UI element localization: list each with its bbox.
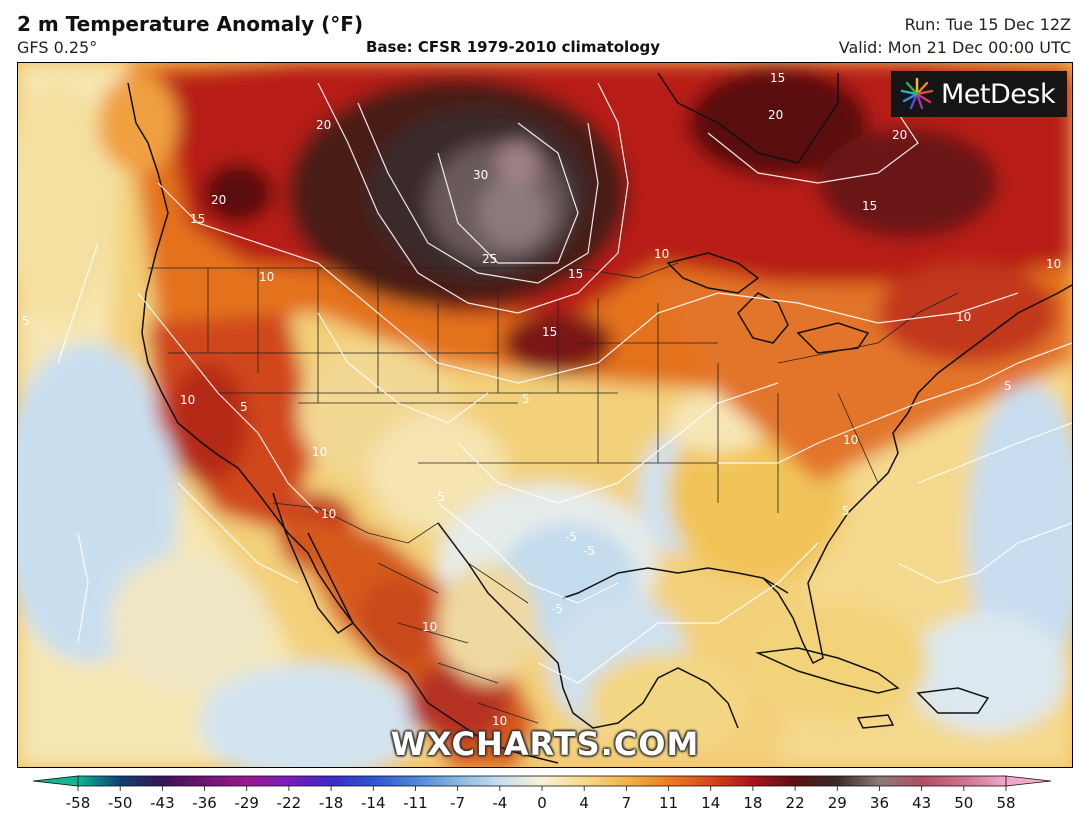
contour-label: 5 <box>842 504 850 518</box>
contour-label: 5 <box>1004 379 1012 393</box>
contour-label: 10 <box>492 714 507 728</box>
run-time-label: Run: Tue 15 Dec 12Z <box>904 15 1071 34</box>
contour-label: 20 <box>892 128 907 142</box>
contour-label: 15 <box>770 71 785 85</box>
contour-label: -5 <box>433 490 445 504</box>
colorbar-gradient <box>32 775 1052 787</box>
colorbar-tick-label: 22 <box>786 794 805 812</box>
colorbar-tick-label: -36 <box>192 794 217 812</box>
contour-label: 10 <box>654 247 669 261</box>
map-canvas: 20 25 30 15 15 10 10 10 15 20 20 15 10 2… <box>18 63 1072 767</box>
colorbar-tick-label: -18 <box>319 794 344 812</box>
contour-label: 10 <box>321 507 336 521</box>
colorbar-bar <box>77 775 1007 787</box>
contour-label: 10 <box>843 433 858 447</box>
contour-label: 20 <box>211 193 226 207</box>
colorbar-tick-label: -22 <box>277 794 302 812</box>
colorbar-tick-label: -58 <box>66 794 91 812</box>
contour-label: 10 <box>956 310 971 324</box>
metdesk-starburst-icon <box>900 77 934 110</box>
colorbar-tick-label: 29 <box>828 794 847 812</box>
anomaly-contours <box>57 82 1072 684</box>
metdesk-logo-text: MetDesk <box>941 78 1056 110</box>
contour-label: -5 <box>565 530 577 544</box>
valid-time-label: Valid: Mon 21 Dec 00:00 UTC <box>838 38 1071 57</box>
contour-label: 20 <box>768 108 783 122</box>
colorbar-tick-label: 36 <box>870 794 889 812</box>
colorbar-tick-label: 11 <box>659 794 678 812</box>
colorbar-tick-label: -29 <box>234 794 259 812</box>
chart-title: 2 m Temperature Anomaly (°F) <box>17 12 364 36</box>
contour-label: 10 <box>259 270 274 284</box>
contour-label: 10 <box>1046 257 1061 271</box>
contour-label: -5 <box>583 544 595 558</box>
contour-label: 25 <box>482 252 497 266</box>
model-label: GFS 0.25° <box>17 38 98 57</box>
contour-label: 5 <box>240 400 248 414</box>
colorbar-tick-label: -7 <box>450 794 465 812</box>
colorbar-tick-label: -14 <box>361 794 386 812</box>
colorbar-tick-label: 7 <box>622 794 632 812</box>
colorbar-tick-label: -11 <box>403 794 428 812</box>
contour-label: 10 <box>312 445 327 459</box>
colorbar-ticks: -58 -50 -43 -36 -29 -22 -18 -14 -11 -7 -4 0 4 7 11 14 18… <box>66 786 1016 812</box>
contour-label: 15 <box>542 325 557 339</box>
political-borders <box>148 262 959 724</box>
colorbar-max-arrow <box>1005 775 1052 787</box>
colorbar: -58 -50 -43 -36 -29 -22 -18 -14 -11 -7 -4 0 4 7 11 14 18… <box>32 775 1052 812</box>
wxcharts-watermark: WXCHARTS.COM <box>390 725 700 763</box>
colorbar-tick-label: 18 <box>743 794 762 812</box>
colorbar-tick-label: 4 <box>579 794 589 812</box>
colorbar-tick-label: 0 <box>537 794 547 812</box>
colorbar-tick-label: 50 <box>954 794 973 812</box>
colorbar-tick-label: 58 <box>996 794 1015 812</box>
contour-label: 5 <box>22 314 30 328</box>
contour-label: 15 <box>190 212 205 226</box>
contour-label: 10 <box>422 620 437 634</box>
colorbar-tick-label: 43 <box>912 794 931 812</box>
contour-label: 10 <box>180 393 195 407</box>
contour-label: 5 <box>522 392 530 406</box>
contour-label: 15 <box>568 267 583 281</box>
contour-label: 20 <box>316 118 331 132</box>
temperature-anomaly-map: 20 25 30 15 15 10 10 10 15 20 20 15 10 2… <box>17 62 1073 768</box>
contour-labels: 20 25 30 15 15 10 10 10 15 20 20 15 10 2… <box>22 71 1061 728</box>
colorbar-tick-label: -43 <box>150 794 175 812</box>
climatology-base-label: Base: CFSR 1979-2010 climatology <box>366 38 661 56</box>
colorbar-tick-label: -4 <box>492 794 507 812</box>
metdesk-logo: MetDesk <box>891 71 1067 117</box>
contour-label: 30 <box>473 168 488 182</box>
contour-label: 15 <box>862 199 877 213</box>
colorbar-min-arrow <box>32 775 79 787</box>
colorbar-tick-label: 14 <box>701 794 720 812</box>
colorbar-tick-label: -50 <box>108 794 133 812</box>
contour-label: -5 <box>551 602 563 616</box>
